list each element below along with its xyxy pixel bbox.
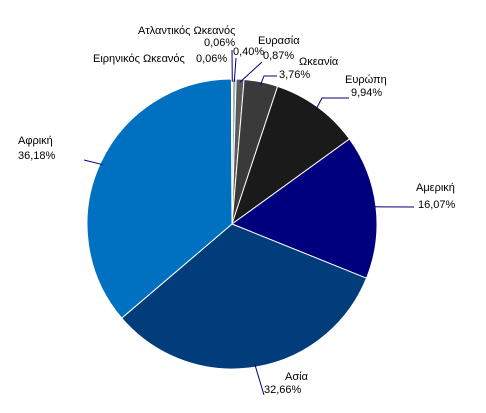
leader-line bbox=[83, 159, 104, 166]
slice-label-pacific: Ειρηνικός Ωκεανός bbox=[93, 53, 185, 65]
pie-slices bbox=[86, 78, 378, 370]
leader-line bbox=[315, 97, 349, 110]
slice-value-europe: 9,94% bbox=[351, 87, 382, 99]
slice-label-africa: Αφρική bbox=[18, 135, 53, 147]
leader-line bbox=[233, 57, 237, 82]
slice-value-0-40: 0,40% bbox=[233, 46, 264, 58]
slice-label-eurasia: Ευρασία bbox=[258, 35, 300, 47]
slice-label-oceania: Ωκεανία bbox=[299, 56, 339, 68]
slice-value-africa: 36,18% bbox=[18, 150, 56, 162]
slice-label-europe: Ευρώπη bbox=[345, 74, 387, 86]
slice-label-asia: Ασία bbox=[285, 371, 309, 383]
slice-value-oceania: 3,76% bbox=[279, 69, 310, 81]
leader-line bbox=[239, 61, 263, 83]
slice-value-atlantic: 0,06% bbox=[204, 37, 235, 49]
slice-value-america: 16,07% bbox=[418, 199, 456, 211]
pie-slice bbox=[230, 78, 233, 225]
slice-value-eurasia: 0,87% bbox=[263, 50, 294, 62]
leader-line bbox=[260, 75, 277, 85]
slice-label-atlantic: Ατλαντικός Ωκεανός bbox=[138, 25, 235, 37]
slice-label-america: Αμερική bbox=[416, 182, 455, 194]
slice-value-pacific: 0,06% bbox=[196, 53, 227, 65]
leader-lines bbox=[83, 49, 415, 396]
slice-value-asia: 32,66% bbox=[264, 384, 302, 396]
pie-slice bbox=[86, 78, 233, 319]
leader-line bbox=[254, 364, 265, 396]
